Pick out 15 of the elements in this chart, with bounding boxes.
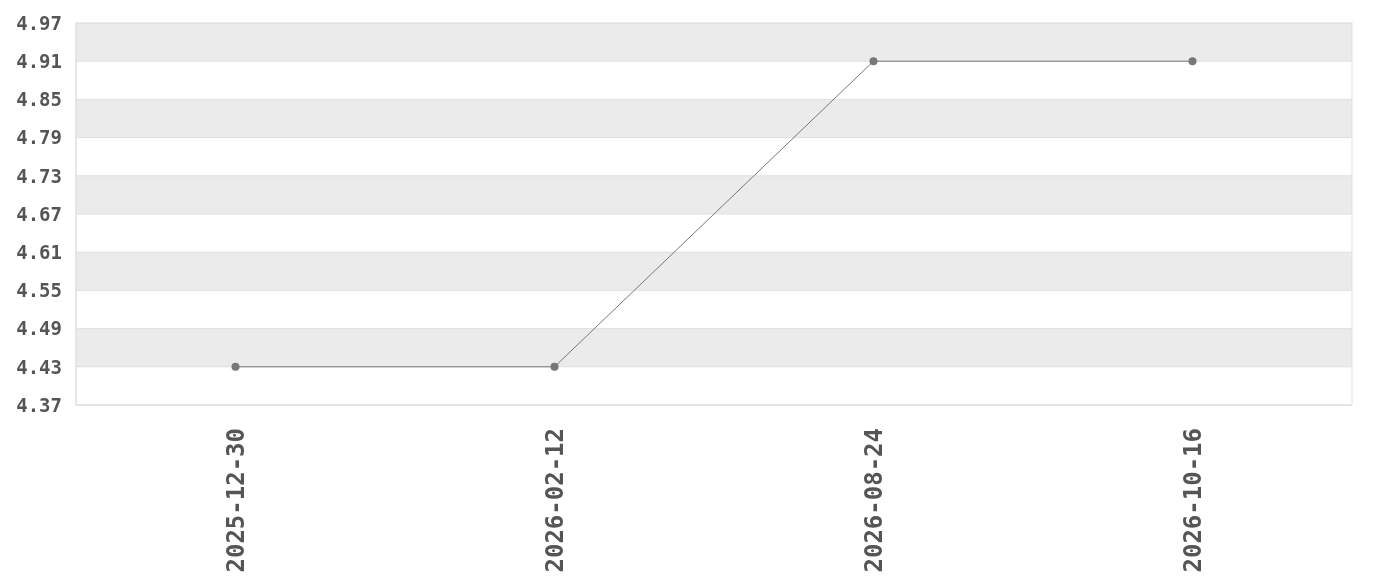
y-tick-label: 4.43 xyxy=(16,355,62,378)
y-tick-label: 4.67 xyxy=(16,202,62,225)
y-tick-label: 4.49 xyxy=(16,317,62,340)
x-tick-label: 2026-08-24 xyxy=(859,428,888,573)
x-tick-label: 2026-02-12 xyxy=(540,428,569,573)
y-tick-label: 4.79 xyxy=(16,126,62,149)
y-tick-label: 4.55 xyxy=(16,279,62,302)
y-tick-label: 4.97 xyxy=(16,11,62,34)
y-tick-label: 4.91 xyxy=(16,49,62,72)
y-tick-label: 4.85 xyxy=(16,88,62,111)
y-tick-label: 4.73 xyxy=(16,164,62,187)
y-tick-label: 4.61 xyxy=(16,240,62,263)
x-tick-label: 2026-10-16 xyxy=(1178,428,1207,573)
x-tick-label: 2025-12-30 xyxy=(221,428,250,573)
y-tick-label: 4.37 xyxy=(16,393,62,416)
